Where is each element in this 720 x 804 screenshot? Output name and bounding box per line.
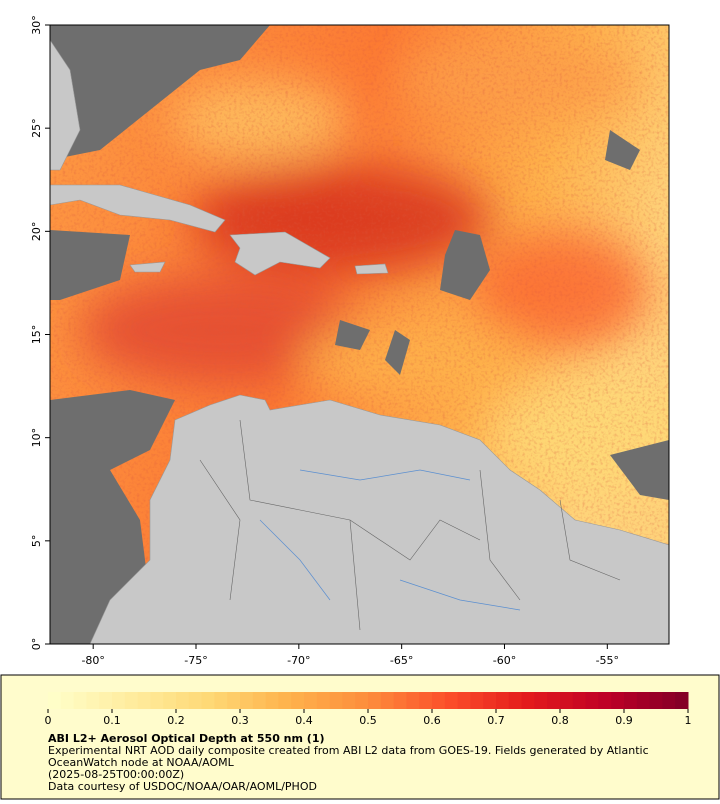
colorbar-cell <box>598 692 612 709</box>
colorbar-tick-label: 0 <box>45 714 52 727</box>
colorbar-cell <box>60 692 75 709</box>
colorbar-cell <box>624 692 638 709</box>
colorbar-cell <box>662 692 676 709</box>
x-tick-label: -75° <box>184 654 207 667</box>
y-tick-label: 15° <box>30 325 43 345</box>
colorbar-cell <box>329 692 343 709</box>
colorbar-cell <box>534 692 548 709</box>
colorbar-cell <box>240 692 254 709</box>
colorbar-tick-label: 0.7 <box>487 714 505 727</box>
colorbar-tick-label: 0.3 <box>231 714 249 727</box>
colorbar-cell <box>124 692 139 709</box>
colorbar-cell <box>355 692 369 709</box>
x-tick-label: -55° <box>596 654 619 667</box>
colorbar-cell <box>457 692 471 709</box>
colorbar-cell <box>393 692 407 709</box>
x-tick-label: -70° <box>287 654 310 667</box>
colorbar-cell <box>201 692 215 709</box>
colorbar-cell <box>560 692 574 709</box>
caption-line: OceanWatch node at NOAA/AOML <box>48 756 235 769</box>
y-tick-label: 5° <box>30 535 43 548</box>
colorbar-cell <box>214 692 228 709</box>
y-tick-label: 25° <box>30 118 43 138</box>
colorbar-cell <box>483 692 497 709</box>
colorbar-cell <box>304 692 318 709</box>
colorbar-cell <box>227 692 241 709</box>
colorbar-cell <box>99 692 113 709</box>
colorbar-cell <box>649 692 663 709</box>
colorbar-cell <box>547 692 561 709</box>
colorbar-cell <box>137 692 151 709</box>
colorbar-cell <box>48 692 62 709</box>
x-tick-label: -65° <box>390 654 413 667</box>
aod-map <box>50 25 669 644</box>
caption-line: (2025-08-25T00:00:00Z) <box>48 768 184 781</box>
colorbar-cell <box>368 692 382 709</box>
colorbar-cell <box>675 692 689 709</box>
colorbar-tick-label: 0.9 <box>615 714 633 727</box>
colorbar-tick-label: 0.5 <box>359 714 377 727</box>
colorbar-cell <box>636 692 651 709</box>
colorbar-tick-label: 1 <box>685 714 692 727</box>
colorbar-cell <box>176 692 190 709</box>
colorbar-cell <box>406 692 420 709</box>
colorbar-cell <box>419 692 433 709</box>
colorbar-cell <box>252 692 267 709</box>
colorbar-cell <box>508 692 523 709</box>
caption-line: Experimental NRT AOD daily composite cre… <box>48 744 649 757</box>
colorbar-cell <box>278 692 292 709</box>
caption-line: Data courtesy of USDOC/NOAA/OAR/AOML/PHO… <box>48 780 317 793</box>
colorbar-tick-label: 0.8 <box>551 714 569 727</box>
colorbar-tick-label: 0.4 <box>295 714 313 727</box>
caption-title: ABI L2+ Aerosol Optical Depth at 550 nm … <box>48 732 325 745</box>
colorbar-cell <box>572 692 587 709</box>
colorbar-cell <box>470 692 484 709</box>
x-tick-label: -80° <box>81 654 104 667</box>
colorbar-cell <box>585 692 599 709</box>
y-tick-label: 10° <box>30 428 43 448</box>
colorbar-cell <box>432 692 446 709</box>
colorbar-cell <box>380 692 395 709</box>
colorbar-cell <box>611 692 625 709</box>
colorbar-cell <box>521 692 535 709</box>
colorbar-cell <box>265 692 279 709</box>
colorbar-cell <box>342 692 356 709</box>
colorbar-cell <box>188 692 203 709</box>
colorbar-cell <box>316 692 331 709</box>
colorbar-cell <box>291 692 305 709</box>
y-tick-label: 30° <box>30 15 43 35</box>
colorbar-cell <box>86 692 100 709</box>
colorbar-tick-label: 0.1 <box>103 714 121 727</box>
colorbar-cell <box>496 692 510 709</box>
y-tick-label: 20° <box>30 222 43 242</box>
colorbar-tick-label: 0.2 <box>167 714 185 727</box>
colorbar-tick-label: 0.6 <box>423 714 441 727</box>
x-tick-label: -60° <box>493 654 516 667</box>
y-tick-label: 0° <box>30 638 43 651</box>
colorbar-cell <box>150 692 164 709</box>
colorbar-cell <box>73 692 87 709</box>
colorbar-cell <box>444 692 459 709</box>
colorbar-cell <box>112 692 126 709</box>
colorbar-cell <box>163 692 177 709</box>
